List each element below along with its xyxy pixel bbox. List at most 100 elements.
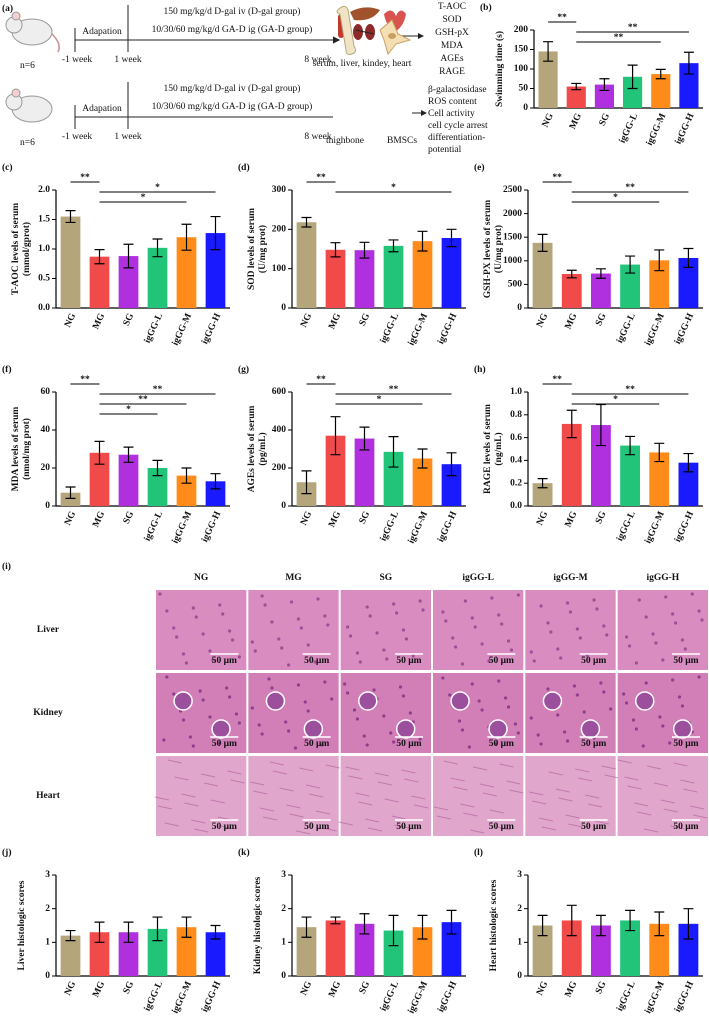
histology-image [433,756,524,836]
tissue-texture [385,657,389,661]
tissue-texture [221,612,225,616]
tissue-texture [565,601,570,605]
tissue-texture [513,722,518,726]
significance-label: * [141,193,146,203]
bar [205,481,226,506]
tissue-texture [181,793,196,798]
tissue-texture [404,778,419,783]
error-bar [388,239,399,253]
row-label: Heart [36,791,61,801]
y-tick-label: 0.4 [510,456,522,466]
tissue-texture [250,706,254,710]
y-tick-label: 0 [523,103,528,113]
significance-label: * [613,193,618,203]
bar [383,245,404,308]
x-tick-label: SG [598,111,613,127]
sample-label: serum, liver, kindey, heart [313,59,412,69]
panel-label: (b) [480,2,492,13]
tissue-texture [451,636,455,640]
tissue-texture [627,644,632,648]
tissue-texture [414,804,429,809]
tissue-texture [568,610,573,614]
histology-image [525,590,616,670]
error-bar [566,409,577,439]
tissue-texture [365,818,380,823]
tissue-texture [595,607,599,611]
output-item: cell cycle arrest [428,121,488,131]
tissue-texture [201,632,205,636]
error-bar [123,243,134,269]
significance-label: * [126,405,131,415]
bar [205,233,226,308]
x-tick-label: igGG-M [171,510,195,545]
error-bar [683,51,694,75]
tissue-texture [532,659,536,663]
error-bar [537,914,548,937]
bar [441,237,462,308]
tissue-texture [172,626,176,630]
tissue-texture [548,771,563,776]
x-tick-label: SG [594,311,609,327]
x-tick-label: SG [594,509,609,525]
tissue-texture [394,824,409,829]
tissue-texture [389,731,393,735]
error-bar [65,486,76,499]
bar [60,492,81,506]
histology-image [617,673,708,753]
tissue-texture [538,817,554,822]
bar [296,927,317,976]
tissue-texture [641,744,645,748]
histology-image [340,673,431,753]
tissue-texture [308,793,324,798]
tissue-texture [575,627,579,631]
error-bar [654,911,665,937]
glomerulus [265,691,286,711]
tissue-texture [267,677,271,681]
error-bar [330,242,341,258]
glomerulus [488,719,508,739]
error-bar [152,238,163,258]
y-tick-label: 1000 [503,256,522,266]
tissue-texture [601,765,616,770]
tissue-texture [634,661,638,665]
panel-label: (a) [2,3,13,14]
error-bar [417,230,428,252]
tissue-texture [516,731,520,735]
tissue-texture [167,759,182,764]
y-tick-label: 2 [517,904,522,914]
tissue-texture [286,804,301,809]
tissue-texture [250,781,265,786]
y-tick-label: 60 [41,387,51,397]
tissue-texture [643,828,659,833]
tissue-texture [401,694,406,698]
significance-label: ** [316,173,326,183]
tissue-texture [154,796,170,801]
x-tick-label: NG [299,979,314,997]
tissue-texture [529,791,544,796]
x-tick-label: SG [358,509,373,525]
bar [325,435,346,506]
tissue-texture [323,614,327,618]
time-label: 1 week [114,55,141,65]
glomerulus [580,719,601,739]
x-tick-label: MG [91,509,107,529]
tissue-texture [348,775,363,780]
error-bar [683,452,694,473]
x-tick-label: NG [299,311,314,329]
tissue-texture [174,776,189,781]
histology-image [340,590,431,670]
tissue-texture [631,718,636,722]
histology-image [248,590,339,670]
y-axis-label: GSH-PX levels of serum [483,200,493,299]
tissue-texture [227,629,232,633]
tissue-texture [375,631,379,635]
scale-bar-label: 50 μm [489,656,514,666]
error-bar [94,248,105,265]
glomerulus [358,691,378,711]
tissue-texture [330,697,334,701]
dose-text: 150 mg/kg/d D-gal iv (D-gal group) [164,83,301,94]
x-tick-label: MG [327,509,343,529]
mouse-ear [11,11,21,21]
tissue-texture [367,827,383,832]
significance-label: * [391,183,396,193]
